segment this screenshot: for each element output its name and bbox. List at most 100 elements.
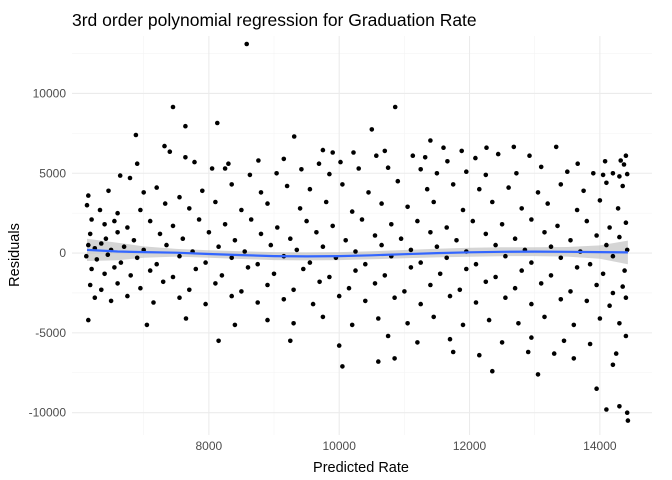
data-point bbox=[604, 242, 609, 248]
data-point bbox=[177, 253, 182, 259]
data-point bbox=[213, 199, 218, 205]
data-point bbox=[229, 182, 234, 187]
data-point bbox=[470, 218, 476, 224]
data-point bbox=[310, 301, 316, 307]
data-point bbox=[529, 301, 534, 307]
data-point bbox=[274, 171, 279, 176]
data-point bbox=[431, 199, 437, 205]
data-point bbox=[338, 159, 343, 165]
data-point bbox=[229, 293, 234, 299]
data-point bbox=[379, 242, 384, 248]
data-point bbox=[574, 265, 580, 270]
data-point bbox=[493, 274, 498, 280]
data-point bbox=[495, 151, 501, 157]
data-point bbox=[147, 268, 153, 273]
data-point bbox=[535, 190, 541, 195]
data-point bbox=[177, 194, 182, 200]
data-point bbox=[112, 265, 117, 270]
x-tick-label: 12000 bbox=[453, 439, 487, 453]
data-point bbox=[621, 162, 627, 167]
data-point bbox=[131, 238, 137, 243]
data-point bbox=[385, 165, 391, 170]
data-point bbox=[499, 340, 505, 345]
data-point bbox=[183, 155, 188, 160]
x-axis-title: Predicted Rate bbox=[313, 460, 409, 476]
data-point bbox=[209, 166, 215, 171]
data-point bbox=[366, 190, 371, 195]
data-point bbox=[617, 321, 622, 326]
data-point bbox=[268, 242, 274, 248]
data-point bbox=[622, 268, 627, 273]
data-point bbox=[464, 266, 469, 272]
data-point bbox=[291, 134, 297, 139]
data-point bbox=[428, 138, 433, 143]
data-point bbox=[527, 153, 532, 158]
data-point bbox=[604, 407, 609, 412]
data-point bbox=[291, 321, 296, 326]
data-point bbox=[170, 274, 176, 280]
data-point bbox=[363, 261, 368, 267]
data-point bbox=[405, 204, 410, 210]
data-point bbox=[597, 198, 603, 203]
data-point bbox=[503, 295, 508, 301]
data-point bbox=[89, 266, 94, 272]
data-point bbox=[503, 253, 508, 259]
y-tick-labels: -10000 -5000 0 5000 10000 bbox=[29, 86, 67, 419]
data-point bbox=[512, 236, 518, 241]
data-point bbox=[477, 186, 482, 192]
data-point bbox=[115, 230, 120, 235]
data-point bbox=[389, 222, 394, 227]
data-point bbox=[183, 316, 189, 321]
data-point bbox=[410, 153, 416, 158]
y-tick-label: -10000 bbox=[29, 406, 67, 420]
data-point bbox=[402, 289, 407, 294]
data-point bbox=[271, 271, 277, 277]
data-point bbox=[568, 289, 573, 294]
data-point bbox=[459, 148, 465, 154]
data-point bbox=[106, 188, 111, 194]
data-point bbox=[196, 217, 202, 222]
data-point bbox=[248, 217, 254, 222]
data-point bbox=[535, 372, 541, 377]
data-point bbox=[294, 247, 300, 253]
data-point bbox=[256, 158, 261, 163]
data-point bbox=[418, 260, 424, 265]
data-point bbox=[314, 230, 319, 235]
data-point bbox=[486, 317, 492, 323]
data-point bbox=[180, 236, 186, 241]
data-point bbox=[118, 260, 124, 265]
data-point bbox=[349, 322, 355, 328]
data-point bbox=[187, 206, 192, 211]
data-point bbox=[615, 206, 621, 211]
data-point bbox=[473, 300, 479, 305]
data-point bbox=[473, 261, 479, 267]
data-point bbox=[382, 148, 388, 154]
data-point bbox=[623, 295, 629, 301]
data-point bbox=[538, 164, 544, 170]
x-tick-labels: 8000 10000 12000 14000 bbox=[196, 439, 617, 453]
data-point bbox=[483, 279, 489, 285]
data-point bbox=[514, 171, 519, 176]
data-point bbox=[304, 218, 309, 224]
data-point bbox=[392, 295, 397, 301]
data-point bbox=[447, 293, 453, 299]
data-point bbox=[330, 150, 336, 155]
data-point bbox=[154, 261, 159, 267]
data-point bbox=[99, 241, 104, 246]
data-point bbox=[437, 271, 443, 277]
data-point bbox=[473, 155, 478, 161]
data-point bbox=[565, 169, 570, 174]
data-point bbox=[529, 260, 534, 265]
data-point bbox=[624, 171, 630, 177]
data-point bbox=[511, 144, 517, 150]
data-point bbox=[555, 223, 560, 229]
data-point bbox=[447, 336, 453, 342]
data-point bbox=[594, 282, 599, 288]
data-point bbox=[222, 166, 228, 171]
data-point bbox=[187, 287, 192, 293]
data-point bbox=[86, 242, 91, 248]
data-point bbox=[610, 290, 616, 296]
data-point bbox=[351, 150, 356, 155]
data-point bbox=[206, 230, 212, 235]
data-point bbox=[525, 349, 531, 355]
